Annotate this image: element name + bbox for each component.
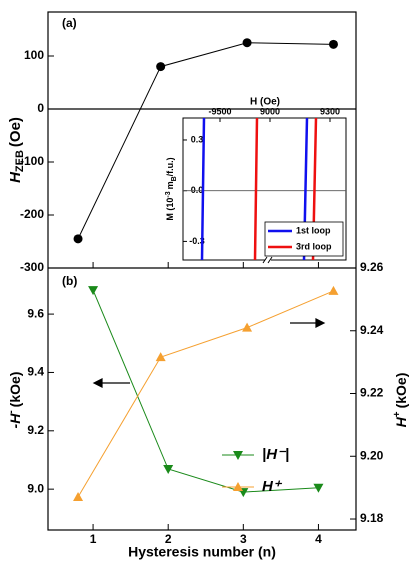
label-part: -H bbox=[7, 413, 23, 429]
y2-tick-label: 9.20 bbox=[360, 448, 384, 462]
x-tick-label: 3 bbox=[240, 532, 247, 546]
marker bbox=[73, 492, 84, 502]
x-tick-label: 4 bbox=[315, 532, 322, 546]
arrows bbox=[92, 318, 326, 388]
y-tick-label: 0 bbox=[37, 101, 44, 115]
marker bbox=[242, 38, 252, 48]
panel-label: (a) bbox=[62, 16, 77, 30]
axis-break bbox=[262, 256, 273, 264]
y-tick-label: -300 bbox=[20, 260, 44, 274]
x-tick-label: 9000 bbox=[260, 106, 280, 116]
marker bbox=[328, 285, 339, 295]
marker bbox=[88, 286, 99, 296]
y-tick-label: 9.6 bbox=[27, 306, 44, 320]
marker bbox=[73, 234, 83, 244]
y-axis-label: HZEB (Oe) bbox=[7, 117, 26, 183]
y-axis-label: -H- (kOe) bbox=[6, 372, 23, 429]
panel-label: (b) bbox=[62, 274, 77, 288]
x-tick-label: -9500 bbox=[208, 106, 231, 116]
marker bbox=[313, 483, 324, 493]
y2-tick-label: 9.24 bbox=[360, 323, 384, 337]
label-part: /f.u.) bbox=[165, 157, 175, 176]
y-tick-label: -200 bbox=[20, 207, 44, 221]
label-part: ZEB bbox=[14, 150, 26, 172]
line bbox=[92, 289, 319, 493]
y-tick-label: 9.0 bbox=[27, 481, 44, 495]
marker bbox=[156, 62, 166, 72]
label-part: -3 bbox=[165, 191, 172, 197]
frame bbox=[47, 11, 357, 531]
marker bbox=[233, 451, 243, 460]
marker bbox=[242, 322, 253, 332]
label-part: B bbox=[171, 176, 178, 181]
label-part: (kOe) bbox=[393, 373, 409, 409]
y-tick-label: 9.2 bbox=[27, 423, 44, 437]
y-tick-label: 0.3 bbox=[191, 134, 204, 144]
label-part: (Oe) bbox=[7, 117, 24, 147]
marker bbox=[163, 465, 174, 475]
legend-label: 1st loop bbox=[296, 225, 331, 235]
label-part: + bbox=[392, 411, 403, 417]
legend-box bbox=[264, 221, 344, 257]
y-tick-label: 9.4 bbox=[27, 365, 44, 379]
inset-x-label: H (Oe) bbox=[250, 97, 280, 108]
legend-label: |H⁻| bbox=[262, 446, 289, 463]
y-tick-label: 100 bbox=[24, 48, 44, 62]
line bbox=[77, 42, 334, 240]
label-part: (kOe) bbox=[7, 372, 23, 408]
label-part: M (10 bbox=[165, 198, 175, 221]
marker bbox=[233, 482, 243, 491]
y2-axis-label: H+ (kOe) bbox=[392, 373, 409, 428]
y2-tick-label: 9.22 bbox=[360, 386, 384, 400]
marker bbox=[328, 39, 338, 49]
x-tick-label: 1 bbox=[90, 532, 97, 546]
label-part: m bbox=[165, 181, 175, 189]
label-part: - bbox=[6, 410, 17, 413]
label-part: H bbox=[393, 416, 409, 427]
line bbox=[77, 290, 334, 498]
legend-label: 3rd loop bbox=[296, 241, 332, 251]
y-tick-label: -100 bbox=[20, 154, 44, 168]
label-part: H bbox=[7, 171, 24, 183]
legend-label: H⁺ bbox=[262, 478, 283, 495]
y-tick-label: 0.0 bbox=[191, 185, 204, 195]
y-tick-label: -0.3 bbox=[189, 236, 205, 246]
x-tick-label: 9300 bbox=[320, 106, 340, 116]
x-axis-label: Hysteresis number (n) bbox=[128, 544, 276, 560]
y2-tick-label: 9.26 bbox=[360, 260, 384, 274]
axis-break bbox=[265, 256, 271, 264]
x-tick-label: 2 bbox=[165, 532, 172, 546]
marker bbox=[155, 352, 166, 362]
y2-tick-label: 9.18 bbox=[360, 511, 384, 525]
inset-y-label: M (10-3 mB/f.u.) bbox=[165, 157, 178, 220]
